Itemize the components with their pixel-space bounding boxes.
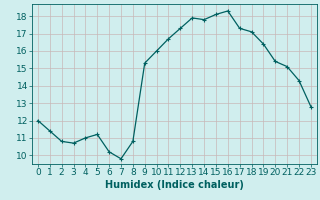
X-axis label: Humidex (Indice chaleur): Humidex (Indice chaleur) xyxy=(105,180,244,190)
